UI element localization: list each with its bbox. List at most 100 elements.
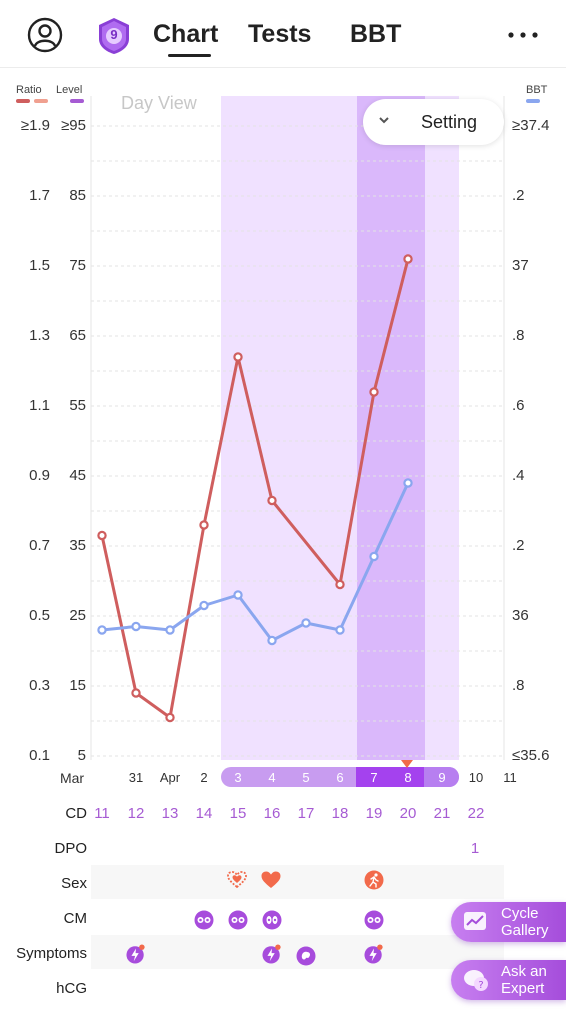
ratio-point <box>97 530 107 541</box>
ratio-tick-label: 0.3 <box>29 677 50 694</box>
peak-days-bar <box>356 767 424 787</box>
bbt-tick-label: .2 <box>512 187 525 204</box>
level-tick-label: 15 <box>69 677 86 694</box>
more-icon[interactable] <box>505 24 541 44</box>
legend-bbt: BBT <box>526 84 548 96</box>
tab-tests[interactable]: Tests <box>248 20 312 48</box>
bbt-tick-label: .4 <box>512 467 525 484</box>
date-tick-label[interactable]: 2 <box>200 770 208 785</box>
cm-creamy-icon-2[interactable] <box>364 910 384 930</box>
ratio-tick-label: 1.7 <box>29 187 50 204</box>
ratio-tick-label: 0.5 <box>29 607 50 624</box>
ratio-tick-label: ≥1.9 <box>20 117 50 134</box>
symptom-bolt-icon-2[interactable] <box>262 944 282 964</box>
date-tick-label[interactable]: 4 <box>268 770 276 785</box>
ratio-tick-label: 1.5 <box>29 257 50 274</box>
tab-chart[interactable]: Chart <box>153 20 219 48</box>
bbt-point <box>403 478 413 488</box>
ratio-point <box>267 495 277 506</box>
level-tick-label: 45 <box>69 467 86 484</box>
cd-value: 21 <box>433 805 451 822</box>
date-tick-label[interactable]: 31 <box>128 770 144 785</box>
ratio-tick-label: 1.1 <box>29 397 50 414</box>
ratio-tick-label: 0.1 <box>29 747 50 764</box>
symptom-bolt-icon-3[interactable] <box>364 944 384 964</box>
cd-value: 18 <box>331 805 349 822</box>
cd-value: 12 <box>127 805 145 822</box>
legend-ratio-swatch <box>16 99 30 103</box>
symptom-blob-icon[interactable] <box>296 946 316 966</box>
ratio-tick-label: 1.3 <box>29 327 50 344</box>
profile-icon[interactable] <box>27 17 63 53</box>
heart-outline-icon[interactable] <box>227 870 247 890</box>
chevron-down-icon <box>379 117 389 124</box>
cd-value: 22 <box>467 805 485 822</box>
cd-value: 13 <box>161 805 179 822</box>
date-tick-label[interactable]: 11 <box>503 770 517 785</box>
shield-badge-icon <box>99 18 129 54</box>
symptoms-label: Symptoms <box>16 945 87 962</box>
cd-value: 20 <box>399 805 417 822</box>
date-tick-label[interactable]: 7 <box>370 770 378 785</box>
running-icon[interactable] <box>364 870 384 890</box>
symptom-bolt-icon[interactable] <box>126 944 146 964</box>
cd-value: 19 <box>365 805 383 822</box>
month-label: Mar <box>59 770 85 786</box>
bbt-tick-label: .8 <box>512 677 525 694</box>
cd-value: 15 <box>229 805 247 822</box>
cd-label: CD <box>65 805 87 822</box>
date-tick-label[interactable]: 9 <box>438 770 446 785</box>
cd-value: 11 <box>94 805 110 822</box>
cd-value: 17 <box>297 805 315 822</box>
ratio-point <box>403 254 413 264</box>
day-view-toggle[interactable]: Day View <box>121 93 197 113</box>
legend-ratio: Ratio <box>16 84 42 96</box>
ask-expert-button[interactable]: ? Ask an Expert <box>451 960 566 1000</box>
ratio-point <box>165 712 175 723</box>
setting-button[interactable]: Setting <box>363 99 504 145</box>
legend-ratio-swatch-light <box>34 99 48 103</box>
level-tick-label: 25 <box>69 607 86 624</box>
svg-text:?: ? <box>478 980 483 991</box>
hcg-label: hCG <box>56 980 87 997</box>
cm-egg-white-icon[interactable] <box>262 910 282 930</box>
date-tick-label[interactable]: 10 <box>468 770 484 785</box>
fertility-chart <box>90 96 505 760</box>
today-marker-icon <box>401 760 413 768</box>
bbt-point <box>369 551 379 562</box>
level-badge[interactable]: 9 <box>97 17 131 55</box>
bbt-point <box>165 625 175 635</box>
bbt-tick-label: .6 <box>512 397 525 414</box>
tab-bbt[interactable]: BBT <box>350 20 402 48</box>
level-tick-label: 85 <box>69 187 86 204</box>
date-tick-label[interactable]: 3 <box>234 770 242 785</box>
ratio-point <box>131 688 141 698</box>
date-tick-label[interactable]: 8 <box>404 770 412 785</box>
cm-label: CM <box>63 910 87 927</box>
cycle-gallery-button[interactable]: Cycle Gallery <box>451 902 566 942</box>
bbt-point <box>233 590 243 600</box>
post-peak-bar <box>424 767 459 787</box>
chat-question-icon: ? <box>464 970 488 991</box>
ratio-tick-label: 0.9 <box>29 467 50 484</box>
heart-icon[interactable] <box>261 870 281 890</box>
bbt-point <box>335 625 345 635</box>
sex-row-band <box>91 865 504 899</box>
bbt-point <box>267 635 277 646</box>
cm-sticky-icon[interactable] <box>194 910 214 930</box>
level-tick-label: 75 <box>69 257 86 274</box>
legend-bbt-swatch <box>526 99 540 103</box>
legend-level: Level <box>56 84 83 96</box>
ratio-point <box>199 520 209 530</box>
bbt-point <box>301 618 311 628</box>
bbt-point <box>131 621 141 632</box>
date-tick-label[interactable]: 5 <box>302 770 310 785</box>
legend-level-swatch <box>70 99 84 103</box>
cm-creamy-icon[interactable] <box>228 910 248 930</box>
cd-value: 16 <box>263 805 281 822</box>
level-tick-label: 5 <box>77 747 86 764</box>
date-tick-label[interactable]: 6 <box>336 770 344 785</box>
cd-value: 14 <box>195 805 213 822</box>
date-tick-label[interactable]: Apr <box>159 770 181 785</box>
bbt-tick-label: 37 <box>512 257 529 274</box>
